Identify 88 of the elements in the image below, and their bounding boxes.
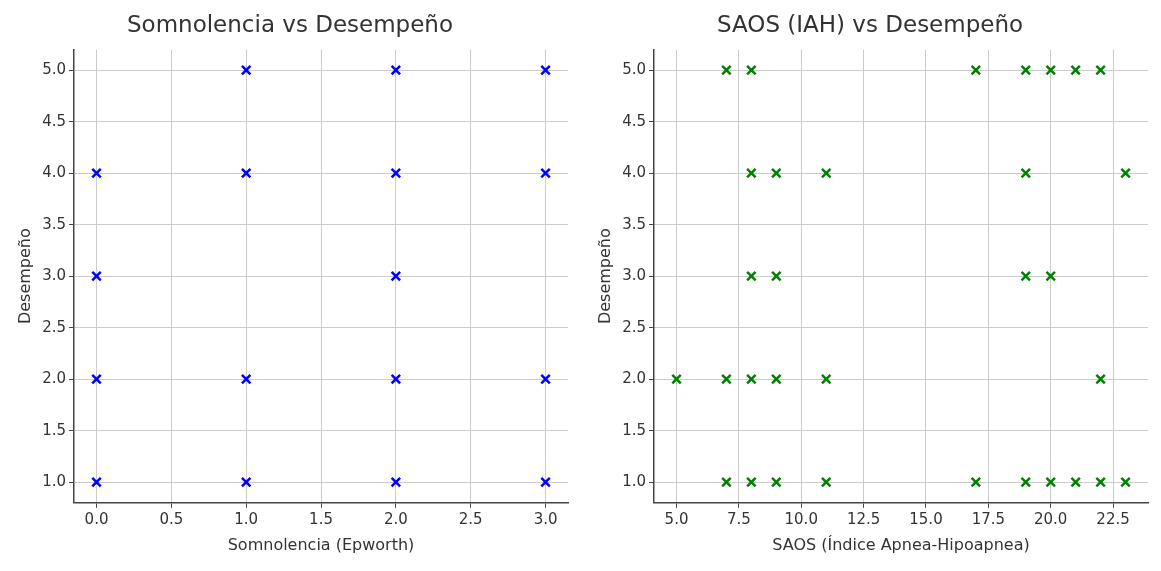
point xyxy=(770,373,782,385)
point xyxy=(671,373,682,385)
point xyxy=(1070,64,1082,76)
point xyxy=(91,373,102,385)
point xyxy=(540,64,552,76)
y-tick-label: 3.0 xyxy=(622,266,647,285)
point xyxy=(1020,64,1032,76)
point xyxy=(970,64,982,76)
y-tick-label: 4.5 xyxy=(42,111,67,130)
point xyxy=(745,167,757,179)
x-tick-label: 0.0 xyxy=(84,509,109,528)
x-tick-label: 2.0 xyxy=(383,509,408,528)
x-tick-label: 12.5 xyxy=(846,509,881,528)
point xyxy=(720,64,732,76)
point xyxy=(745,64,757,76)
x-axis-title: SAOS (Índice Apnea-Hipoapnea) xyxy=(772,534,1030,554)
point xyxy=(720,373,732,385)
x-tick-label: 0.5 xyxy=(159,509,184,528)
y-axis-title: Desempeño xyxy=(594,228,614,325)
chart-title: Somnolencia vs Desempeño xyxy=(127,10,453,37)
x-tick-label: 3.0 xyxy=(533,509,558,528)
point xyxy=(240,167,252,179)
point xyxy=(1095,476,1107,488)
point xyxy=(240,373,252,385)
point xyxy=(770,476,782,488)
point xyxy=(1020,476,1032,488)
point xyxy=(1120,476,1132,488)
x-tick-label: 20.0 xyxy=(1034,509,1068,528)
point xyxy=(91,270,102,282)
point xyxy=(745,373,757,385)
point xyxy=(970,476,982,488)
y-tick-label: 3.5 xyxy=(42,214,67,233)
point xyxy=(390,476,402,488)
point xyxy=(1095,373,1107,385)
point xyxy=(820,167,832,179)
point xyxy=(720,476,732,488)
point xyxy=(1120,167,1132,179)
point xyxy=(540,476,552,488)
y-tick-label: 4.0 xyxy=(622,163,647,182)
y-tick-label: 2.5 xyxy=(622,317,647,336)
point xyxy=(390,167,402,179)
point xyxy=(390,270,402,282)
y-tick-label: 5.0 xyxy=(622,60,647,79)
y-tick-label: 3.5 xyxy=(622,214,647,233)
y-tick-label: 4.0 xyxy=(42,163,67,182)
point xyxy=(1020,167,1032,179)
y-tick-label: 1.0 xyxy=(42,472,67,491)
point xyxy=(820,476,832,488)
point xyxy=(240,64,252,76)
x-tick-label: 2.5 xyxy=(458,509,483,528)
point xyxy=(770,167,782,179)
point xyxy=(240,476,252,488)
point xyxy=(1045,270,1057,282)
point xyxy=(1070,476,1082,488)
point xyxy=(1045,64,1057,76)
point xyxy=(1045,476,1057,488)
y-tick-label: 4.5 xyxy=(622,111,647,130)
y-axis-title: Desempeño xyxy=(14,228,34,325)
point xyxy=(91,167,102,179)
x-axis-title: Somnolencia (Epworth) xyxy=(227,534,415,554)
y-tick-label: 2.5 xyxy=(42,317,67,336)
point xyxy=(1020,270,1032,282)
x-tick-label: 15.0 xyxy=(909,509,943,528)
point xyxy=(1095,64,1107,76)
point xyxy=(745,476,757,488)
point xyxy=(390,373,402,385)
y-tick-label: 2.0 xyxy=(42,369,67,388)
point xyxy=(91,476,102,488)
point xyxy=(540,373,552,385)
y-tick-label: 1.0 xyxy=(622,472,647,491)
point xyxy=(540,167,552,179)
y-tick-label: 3.0 xyxy=(42,266,67,285)
x-tick-label: 7.5 xyxy=(726,509,751,528)
y-tick-label: 1.5 xyxy=(42,420,67,439)
chart-title: SAOS (IAH) vs Desempeño xyxy=(716,10,1024,37)
point xyxy=(820,373,832,385)
y-tick-label: 1.5 xyxy=(622,420,647,439)
x-tick-label: 17.5 xyxy=(971,509,1006,528)
y-tick-label: 2.0 xyxy=(622,369,647,388)
x-tick-label: 1.5 xyxy=(309,509,333,528)
x-tick-label: 1.0 xyxy=(234,509,259,528)
x-tick-label: 22.5 xyxy=(1096,509,1130,528)
point xyxy=(390,64,402,76)
point xyxy=(770,270,782,282)
y-tick-label: 5.0 xyxy=(42,60,67,79)
point xyxy=(745,270,757,282)
x-tick-label: 10.0 xyxy=(784,509,818,528)
x-tick-label: 5.0 xyxy=(664,509,689,528)
